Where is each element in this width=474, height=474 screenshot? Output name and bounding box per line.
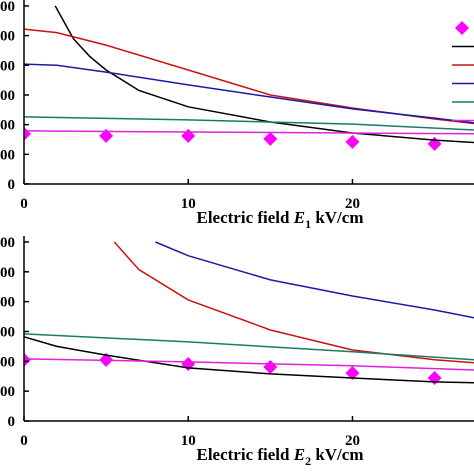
x-axis-label-part: E: [293, 445, 305, 464]
x-axis-label: Electric field E1 kV/cm: [196, 208, 363, 231]
series-line: [24, 333, 474, 361]
x-tick-label: 10: [181, 196, 196, 212]
x-tick-label: 20: [345, 433, 360, 449]
x-tick-label: 0: [20, 433, 28, 449]
diamond-marker: [345, 134, 360, 149]
x-axis-label: Electric field E2 kV/cm: [196, 445, 363, 468]
x-axis-label-part: kV/cm: [311, 208, 363, 227]
y-tick-label: 200: [0, 118, 15, 134]
y-tick-label: 0: [8, 177, 16, 193]
x-tick-label: 10: [181, 433, 196, 449]
y-tick-label: 200: [0, 354, 15, 370]
y-tick-label: 600: [0, 235, 15, 251]
plot-area: [24, 241, 474, 386]
legend-swatch: [455, 21, 469, 35]
series-line: [54, 5, 474, 144]
y-tick-label: 100: [0, 147, 15, 163]
x-axis-label-part: 2: [305, 454, 311, 468]
diamond-marker: [427, 371, 442, 386]
diamond-marker: [345, 365, 360, 380]
diamond-marker: [181, 128, 196, 143]
x-axis-label-part: Electric field: [196, 208, 293, 227]
y-tick-label: 500: [0, 265, 15, 281]
y-tick-label: 400: [0, 58, 15, 74]
x-axis-label-part: Electric field: [196, 445, 293, 464]
x-axis-label-part: kV/cm: [311, 445, 363, 464]
diamond-marker: [263, 359, 278, 374]
y-tick-label: 500: [0, 29, 15, 45]
y-tick-label: 400: [0, 295, 15, 311]
diamond-marker: [24, 352, 31, 367]
series-line: [24, 336, 474, 384]
y-tick-label: 100: [0, 384, 15, 400]
series-line: [24, 130, 474, 135]
y-tick-label: 0: [8, 414, 16, 430]
series-line: [24, 63, 474, 124]
x-tick-label: 20: [345, 196, 360, 212]
x-tick-label: 0: [20, 196, 28, 212]
series-line: [113, 241, 474, 364]
series-line: [24, 116, 474, 131]
x-axis-label-part: 1: [305, 217, 311, 231]
series-line: [155, 241, 474, 319]
diamond-marker: [263, 131, 278, 146]
plot-area: [24, 5, 474, 151]
y-tick-label: 300: [0, 88, 15, 104]
series-line: [24, 28, 474, 125]
diamond-marker: [99, 128, 114, 143]
x-axis-label-part: E: [293, 208, 305, 227]
y-tick-label: 300: [0, 324, 15, 340]
series-line: [24, 358, 474, 371]
y-tick-label: 600: [0, 0, 15, 15]
